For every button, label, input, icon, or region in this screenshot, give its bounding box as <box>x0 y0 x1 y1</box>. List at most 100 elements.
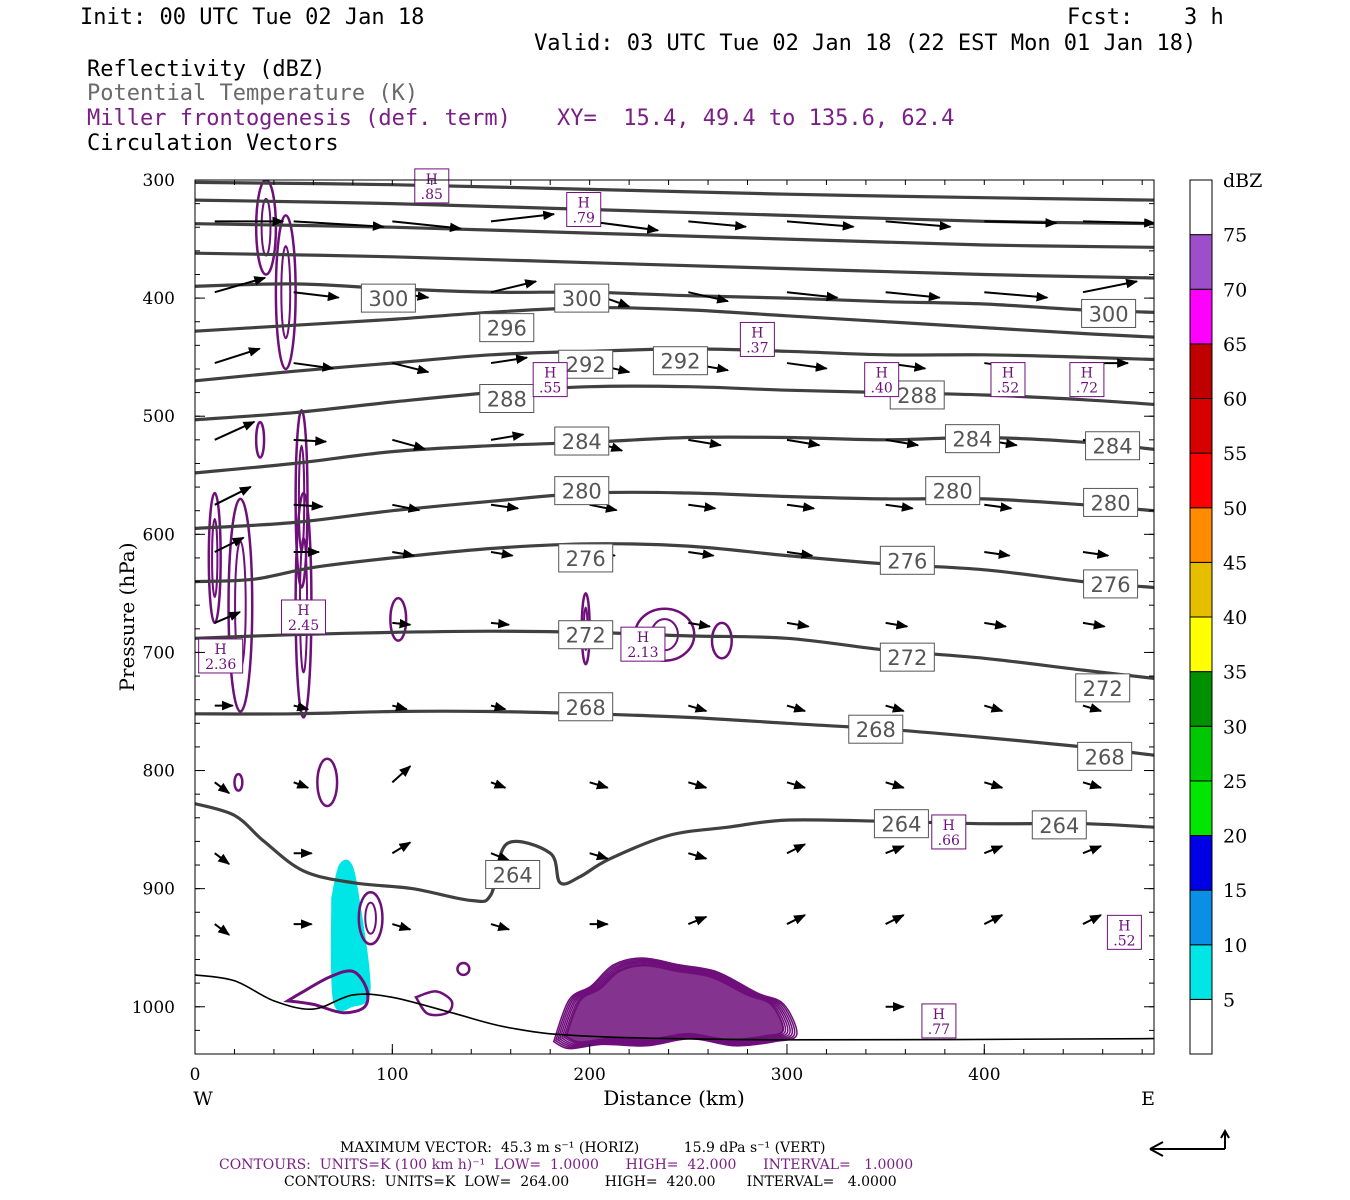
circulation-vector <box>688 619 712 630</box>
frontogenesis-contour <box>552 957 798 1050</box>
circulation-vector <box>293 436 328 446</box>
colorbar-tick-label: 25 <box>1223 771 1247 793</box>
circulation-vector <box>984 619 1008 630</box>
theta-contour-284 <box>195 435 1154 475</box>
theta-contour-316 <box>195 180 1154 202</box>
circulation-vector <box>392 921 412 931</box>
circulation-vector <box>1082 619 1106 630</box>
circulation-vector <box>392 362 430 375</box>
frontogenesis-max-marker: H <box>1118 918 1130 934</box>
theta-label: 292 <box>566 353 606 377</box>
circulation-vector <box>786 914 807 925</box>
circulation-vector <box>214 852 231 865</box>
circulation-vector <box>786 291 839 302</box>
frontogenesis-max-box <box>1069 362 1105 398</box>
frontogenesis-max-box <box>414 168 450 204</box>
frontogenesis-max-box <box>1106 914 1142 950</box>
circulation-vector <box>490 921 511 931</box>
colorbar-segment <box>1189 944 1213 1000</box>
circulation-vector <box>984 780 1004 790</box>
frontogenesis-max-box <box>566 192 602 228</box>
theta-label-box <box>879 545 935 575</box>
colorbar-segment <box>1189 725 1213 782</box>
frontogenesis-contour <box>211 517 219 598</box>
x-axis-title: Distance (km) <box>603 1086 745 1110</box>
circulation-vector <box>1082 703 1103 713</box>
colorbar-segment <box>1189 561 1213 618</box>
circulation-vector <box>1082 914 1103 925</box>
circulation-vector <box>885 619 909 630</box>
theta-label-box <box>1083 487 1139 517</box>
colorbar-segment <box>1189 452 1213 509</box>
circulation-vector <box>885 291 941 302</box>
theta-label: 264 <box>1039 814 1079 838</box>
theta-label: 300 <box>1089 302 1129 326</box>
frontogenesis-max-box <box>281 599 327 635</box>
theta-contour-260 <box>195 974 1154 1041</box>
colorbar-segment <box>1189 889 1213 946</box>
theta-label: 288 <box>487 388 527 412</box>
theta-label-box <box>479 313 535 343</box>
field-frontogenesis: Miller frontogenesis (def. term) <box>87 106 511 131</box>
theta-label-box <box>889 380 945 410</box>
theta-label: 296 <box>487 317 527 341</box>
frontogenesis-max-marker: H <box>215 642 227 658</box>
field-vectors: Circulation Vectors <box>87 131 339 156</box>
circulation-vector <box>293 779 310 789</box>
circulation-vector <box>490 618 511 629</box>
x-tick-label: 300 <box>771 1065 803 1085</box>
theta-contour-280 <box>195 490 1154 530</box>
circulation-vector <box>214 420 256 441</box>
frontogenesis-contour <box>233 772 244 792</box>
theta-label: 276 <box>566 547 606 571</box>
frontogenesis-contour <box>364 901 377 935</box>
y-tick-label: 1000 <box>132 998 175 1018</box>
theta-label: 292 <box>660 350 700 374</box>
theta-label-box <box>485 859 541 889</box>
frontogenesis-max-value: .77 <box>928 1022 950 1038</box>
theta-label: 284 <box>1093 435 1133 459</box>
circulation-vector <box>391 765 412 784</box>
circulation-vector <box>688 220 748 231</box>
valid-time: Valid: 03 UTC Tue 02 Jan 18 (22 EST Mon … <box>534 31 1197 56</box>
circulation-vector <box>392 549 416 559</box>
east-label: E <box>1141 1088 1155 1110</box>
circulation-vector <box>392 701 408 712</box>
circulation-vector <box>786 703 807 713</box>
plot-frame <box>194 179 1155 1055</box>
field-theta: Potential Temperature (K) <box>87 81 419 106</box>
colorbar-segment <box>1189 234 1213 290</box>
theta-label-box <box>873 809 929 839</box>
frontogenesis-max-value: .55 <box>539 381 561 397</box>
colorbar-title: dBZ <box>1223 170 1262 192</box>
colorbar-segment <box>1189 179 1213 236</box>
colorbar-tick-label: 75 <box>1223 225 1247 247</box>
theta-label-box <box>554 476 610 506</box>
y-tick-label: 900 <box>143 880 175 900</box>
circulation-vector <box>293 362 335 372</box>
init-time: Init: 00 UTC Tue 02 Jan 18 <box>80 5 425 30</box>
circulation-vector <box>1082 549 1110 559</box>
circulation-vector <box>687 915 708 926</box>
frontogenesis-contour <box>556 959 794 1048</box>
circulation-vector <box>885 220 952 231</box>
theta-contour-312 <box>195 198 1154 226</box>
colorbar-tick-label: 60 <box>1223 389 1247 411</box>
theta-label-box <box>1075 673 1131 703</box>
theta-label: 264 <box>881 813 921 837</box>
theta-label-box <box>479 384 535 413</box>
frontogenesis-max-box <box>620 626 666 662</box>
theta-contour-note: CONTOURS: UNITS=K LOW= 264.00 HIGH= 420.… <box>284 1174 897 1190</box>
circulation-vector <box>786 549 814 559</box>
frontogenesis-contour <box>207 491 222 625</box>
colorbar-segment <box>1189 507 1213 563</box>
theta-label: 300 <box>562 287 602 311</box>
frontogenesis-max-box <box>921 1003 957 1039</box>
frontogenesis-max-marker: H <box>1002 366 1014 382</box>
theta-contour-308 <box>195 222 1154 249</box>
circulation-vector <box>589 780 609 790</box>
circulation-vector <box>786 619 810 630</box>
colorbar-segment <box>1189 835 1213 891</box>
circulation-vector <box>786 502 816 512</box>
